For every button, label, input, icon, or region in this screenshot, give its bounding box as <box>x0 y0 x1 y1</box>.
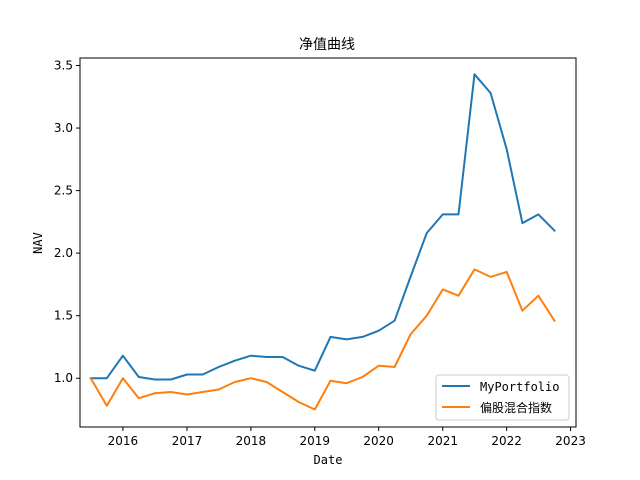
x-tick-label-2016: 2016 <box>108 434 139 448</box>
x-tick-label-2018: 2018 <box>236 434 267 448</box>
x-axis-title: Date <box>314 453 343 467</box>
y-axis-title: NAV <box>31 232 45 254</box>
x-tick-label-2021: 2021 <box>427 434 458 448</box>
plot-frame <box>79 57 577 428</box>
chart-title: 净值曲线 <box>299 37 355 53</box>
legend: MyPortfolio 偏股混合指数 <box>435 374 570 421</box>
legend-label-index: 偏股混合指数 <box>480 400 552 415</box>
x-tick-label-2019: 2019 <box>300 434 331 448</box>
x-tick-label-2017: 2017 <box>172 434 203 448</box>
x-axis: 2016 2017 2018 2019 2020 2021 2022 2023 <box>108 427 586 448</box>
series-line-1 <box>89 268 556 411</box>
y-tick-label-2.5: 2.5 <box>54 184 73 198</box>
y-tick-label-2.0: 2.0 <box>54 246 73 260</box>
legend-label-myportfolio: MyPortfolio <box>480 380 559 394</box>
x-tick-label-2022: 2022 <box>491 434 522 448</box>
x-tick-label-2023: 2023 <box>555 434 586 448</box>
y-tick-label-3.0: 3.0 <box>54 121 73 135</box>
y-axis: 1.0 1.5 2.0 2.5 3.0 3.5 <box>54 59 80 385</box>
y-tick-label-1.0: 1.0 <box>54 371 73 385</box>
x-tick-label-2020: 2020 <box>363 434 394 448</box>
series-line-0 <box>89 73 556 381</box>
y-tick-label-3.5: 3.5 <box>54 59 73 73</box>
plot-area <box>89 73 556 411</box>
y-tick-label-1.5: 1.5 <box>54 309 73 323</box>
